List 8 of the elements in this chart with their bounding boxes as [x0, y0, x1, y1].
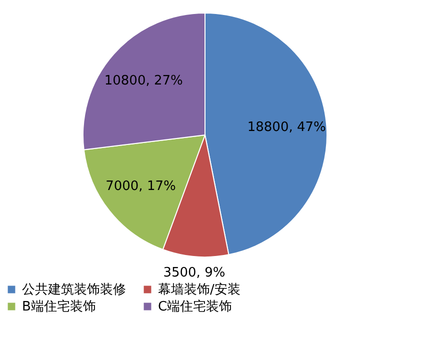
- data-label: 10800, 27%: [104, 74, 183, 89]
- legend-label: B端住宅装饰: [22, 298, 96, 314]
- legend-label: 幕墙装饰/安装: [158, 282, 240, 298]
- data-label: 7000, 17%: [106, 178, 176, 194]
- legend-label: C端住宅装饰: [158, 298, 232, 314]
- data-label: 18800, 47%: [247, 120, 326, 135]
- legend-label: 公共建筑装饰装修: [22, 282, 126, 298]
- data-label: 3500, 9%: [163, 266, 226, 281]
